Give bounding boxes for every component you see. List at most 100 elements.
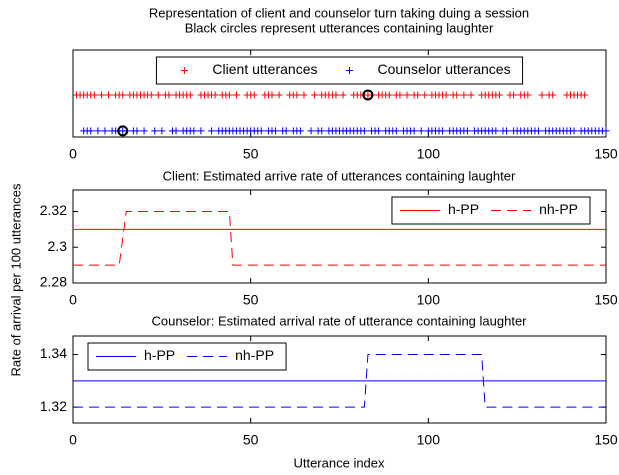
series-line — [73, 210, 606, 266]
utterance-marker — [495, 91, 503, 99]
utterance-marker — [581, 91, 589, 99]
utterance-marker — [570, 127, 578, 135]
utterance-marker — [154, 91, 162, 99]
utterance-marker — [151, 127, 159, 135]
x-tick-label: 150 — [594, 292, 618, 308]
utterance-marker — [392, 127, 400, 135]
utterance-marker — [208, 127, 216, 135]
x-tick-label: 100 — [417, 146, 441, 162]
utterance-marker — [282, 127, 290, 135]
utterance-marker — [186, 91, 194, 99]
utterance-marker — [87, 127, 95, 135]
utterance-marker — [460, 91, 468, 99]
utterance-marker — [549, 91, 557, 99]
utterance-marker — [272, 127, 280, 135]
x-tick-label: 50 — [243, 432, 259, 448]
utterance-marker — [172, 127, 180, 135]
x-tick-label: 50 — [243, 146, 259, 162]
legend: h-PP nh-PP — [391, 196, 591, 225]
x-tick-label: 50 — [243, 292, 259, 308]
utterance-marker — [318, 127, 326, 135]
utterance-marker — [375, 127, 383, 135]
x-tick-label: 100 — [417, 292, 441, 308]
x-tick-label: 100 — [417, 432, 441, 448]
laughter-marker — [362, 89, 374, 101]
legend: Client utterances Counselor utterances — [155, 56, 524, 85]
utterance-marker — [510, 91, 518, 99]
legend-label: nh-PP — [235, 347, 274, 363]
utterance-marker — [190, 127, 198, 135]
legend-label: nh-PP — [539, 201, 578, 217]
utterance-marker — [232, 91, 240, 99]
utterance-marker — [140, 127, 148, 135]
legend: h-PP nh-PP — [87, 342, 287, 371]
utterance-marker — [339, 91, 347, 99]
utterance-marker — [602, 127, 610, 135]
chart-title: Client: Estimated arrive rate of utteran… — [163, 168, 516, 183]
x-tick-label: 150 — [594, 432, 618, 448]
chart-subtitle: Black circles represent utterances conta… — [185, 20, 494, 35]
legend-sample — [345, 67, 353, 74]
utterance-marker — [360, 127, 368, 135]
utterance-marker — [105, 91, 113, 99]
utterance-marker — [467, 91, 475, 99]
x-tick-label: 0 — [69, 292, 77, 308]
utterance-marker — [250, 91, 258, 99]
utterance-marker — [90, 91, 98, 99]
y-tick-label: 2.3 — [48, 238, 68, 254]
utterance-marker — [275, 91, 283, 99]
utterance-marker — [225, 91, 233, 99]
legend-label: h-PP — [448, 201, 479, 217]
utterance-marker — [524, 91, 532, 99]
utterance-marker — [410, 127, 418, 135]
utterance-marker — [534, 127, 542, 135]
series-line — [73, 353, 606, 408]
utterance-marker — [439, 127, 447, 135]
utterance-marker — [332, 91, 340, 99]
utterance-marker — [396, 91, 404, 99]
legend-label: Client utterances — [212, 61, 317, 77]
utterance-marker — [268, 91, 276, 99]
utterance-marker — [197, 127, 205, 135]
utterance-marker — [403, 91, 411, 99]
utterance-marker — [307, 127, 315, 135]
chart-title: Representation of client and counselor t… — [149, 5, 529, 20]
utterance-marker — [97, 91, 105, 99]
utterance-marker — [311, 91, 319, 99]
utterance-marker — [385, 91, 393, 99]
utterance-marker — [417, 127, 425, 135]
y-tick-label: 2.32 — [40, 202, 67, 218]
utterance-marker — [503, 127, 511, 135]
laughter-marker — [117, 125, 129, 137]
utterance-marker — [293, 91, 301, 99]
utterance-marker — [133, 127, 141, 135]
y-tick-label: 1.34 — [40, 345, 67, 361]
utterance-marker — [492, 127, 500, 135]
utterance-marker — [94, 127, 102, 135]
legend-label: h-PP — [144, 347, 175, 363]
x-tick-label: 0 — [69, 146, 77, 162]
legend-sample — [180, 67, 188, 74]
utterance-marker — [414, 91, 422, 99]
x-axis-label: Utterance index — [293, 455, 385, 470]
x-tick-label: 150 — [594, 146, 618, 162]
y-tick-label: 1.32 — [40, 398, 67, 414]
x-tick-label: 0 — [69, 432, 77, 448]
utterance-marker — [421, 91, 429, 99]
chart-title: Counselor: Estimated arrival rate of utt… — [151, 313, 527, 328]
legend-box — [155, 56, 524, 85]
utterance-marker — [257, 127, 265, 135]
utterance-marker — [211, 91, 219, 99]
utterance-marker — [147, 91, 155, 99]
utterance-marker — [296, 127, 304, 135]
utterance-marker — [442, 91, 450, 99]
utterance-marker — [463, 127, 471, 135]
utterance-marker — [119, 91, 127, 99]
utterance-marker — [453, 91, 461, 99]
utterance-marker — [158, 127, 166, 135]
utterance-marker — [101, 127, 109, 135]
utterance-marker — [538, 91, 546, 99]
y-axis-label: Rate of arrival per 100 utterances — [8, 183, 23, 376]
